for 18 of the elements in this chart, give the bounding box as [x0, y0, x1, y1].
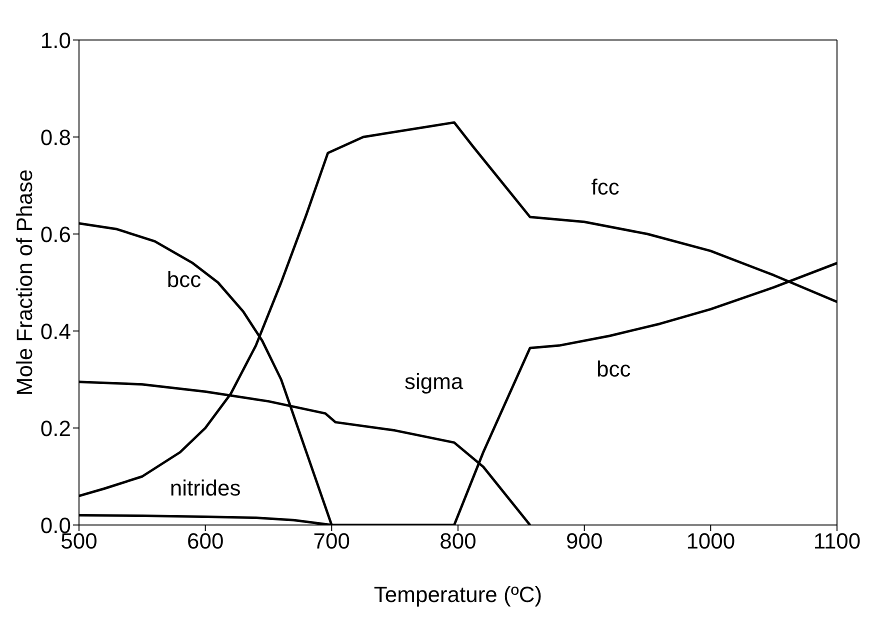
y-tick-label: 0.4	[40, 318, 71, 344]
x-tick-label: 1000	[686, 528, 736, 554]
x-tick-label: 700	[313, 528, 350, 554]
x-tick-label: 1100	[813, 528, 861, 554]
series-label: sigma	[404, 369, 464, 394]
x-tick-label: 900	[566, 528, 603, 554]
y-tick-label: 0.8	[40, 124, 71, 150]
y-tick-label: 0.2	[40, 416, 71, 441]
x-tick-label: 800	[440, 528, 476, 554]
x-axis-title: Temperature (ºC)	[374, 582, 542, 607]
x-tick-label: 600	[186, 528, 224, 554]
series-label: bcc	[166, 267, 202, 292]
text: bcc	[596, 356, 631, 382]
y-tick-label: 1.0	[40, 28, 71, 53]
y-tick-label: 0.6	[40, 222, 71, 247]
series-label: nitrides	[170, 476, 241, 501]
y-axis-title: Mole Fraction of Phase	[12, 169, 37, 396]
series-label: fcc	[591, 174, 620, 200]
